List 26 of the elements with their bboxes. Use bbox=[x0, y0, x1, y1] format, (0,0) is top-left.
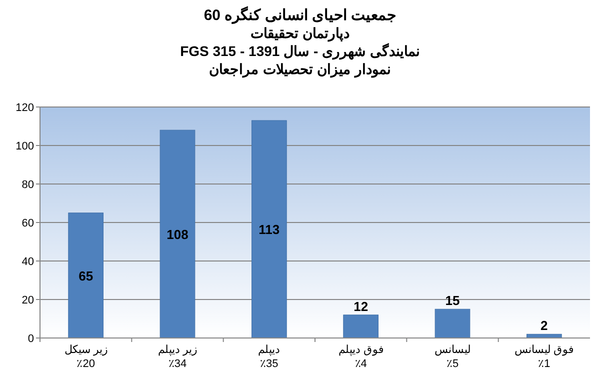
bar bbox=[343, 314, 378, 338]
bar bbox=[160, 130, 196, 338]
data-label: 113 bbox=[258, 222, 280, 238]
x-tick-label: فوق دیپلم ٪4 bbox=[338, 344, 384, 370]
chart-title: جمعیت احیای انسانی کنگره 60 bbox=[204, 6, 396, 24]
y-tick-label: 100 bbox=[16, 140, 34, 152]
chart-subtitle: دپارتمان تحقیقات نمایندگی شهرری - سال 1391 - FGS 315 نمودار میزان تحصیلات مراجعان bbox=[180, 25, 420, 78]
y-tick-label: 40 bbox=[22, 256, 34, 268]
y-tick-label: 60 bbox=[22, 218, 34, 230]
y-tick-label: 20 bbox=[22, 294, 34, 306]
y-tick-label: 80 bbox=[22, 179, 34, 191]
x-tick-label: فوق لیسانس ٪1 bbox=[514, 344, 574, 370]
y-tick-label: 0 bbox=[28, 333, 34, 345]
x-tick-label: زیر سیکل ٪20 bbox=[64, 344, 108, 370]
y-tick-label: 120 bbox=[16, 102, 34, 114]
x-tick-label: دیپلم ٪35 bbox=[258, 344, 280, 370]
data-label: 15 bbox=[445, 293, 460, 308]
data-label: 2 bbox=[540, 318, 548, 334]
bar bbox=[68, 212, 104, 338]
data-label: 108 bbox=[166, 227, 188, 242]
bar bbox=[252, 120, 287, 338]
x-tick-label: زیر دیپلم ٪34 bbox=[158, 344, 198, 370]
data-label: 12 bbox=[354, 298, 368, 314]
bar bbox=[434, 308, 470, 338]
data-label: 65 bbox=[78, 268, 94, 284]
x-tick-label: لیسانس ٪5 bbox=[434, 344, 470, 370]
